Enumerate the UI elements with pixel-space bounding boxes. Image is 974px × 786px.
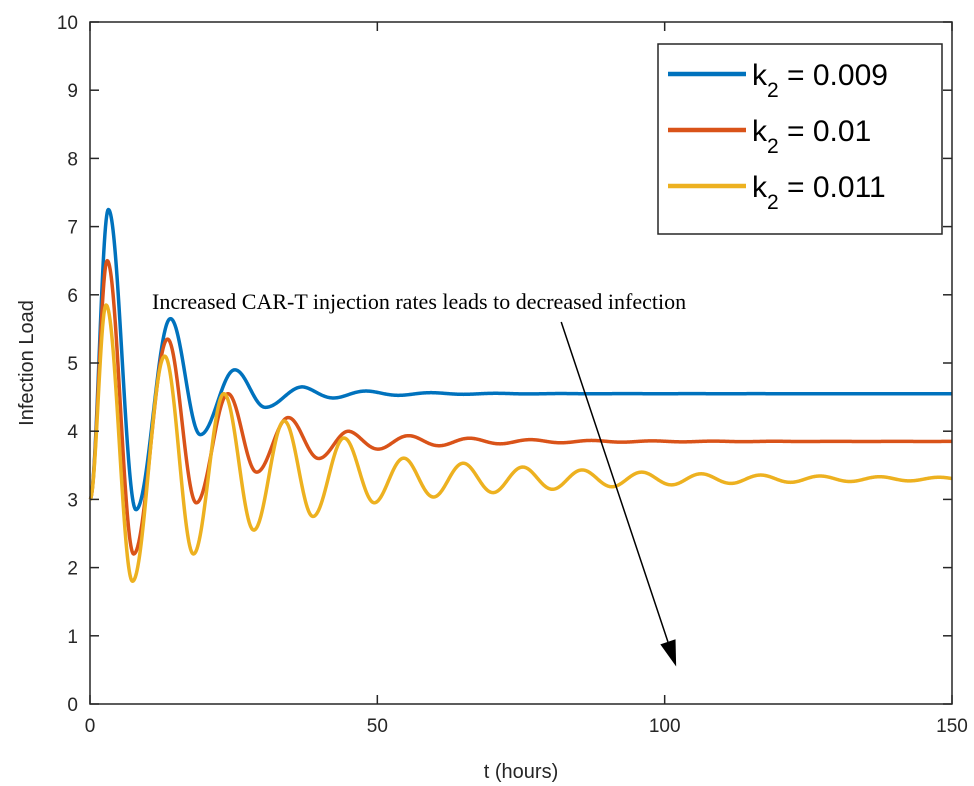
series-layer xyxy=(88,207,954,583)
y-tick-label: 0 xyxy=(67,695,78,716)
annotation-layer: Increased CAR-T injection rates leads to… xyxy=(152,289,686,667)
y-tick-label: 10 xyxy=(57,13,78,34)
legend-label-3: k2 = 0.011 xyxy=(752,171,886,214)
y-tick-label: 7 xyxy=(67,218,78,239)
annotation-arrow-shaft xyxy=(560,321,669,643)
x-tick-label: 100 xyxy=(649,716,681,737)
x-tick-label: 0 xyxy=(85,716,96,737)
x-tick-label: 150 xyxy=(936,716,968,737)
y-tick-label: 8 xyxy=(67,149,78,170)
x-tick-label: 50 xyxy=(367,716,388,737)
y-tick-label: 1 xyxy=(67,627,78,648)
y-tick-label: 4 xyxy=(67,422,78,443)
y-tick-label: 6 xyxy=(67,286,78,307)
legend-label-1: k2 = 0.009 xyxy=(752,59,888,102)
x-axis-label: t (hours) xyxy=(484,761,558,783)
annotation-arrow-head xyxy=(660,639,677,667)
series-line-1 xyxy=(88,207,954,512)
axes-layer: 0 50 100 150 0 1 2 3 4 5 6 7 8 9 10 xyxy=(57,13,968,737)
legend-label-2: k2 = 0.01 xyxy=(752,115,871,158)
series-line-3 xyxy=(88,303,954,583)
y-tick-label: 5 xyxy=(67,354,78,375)
legend: k2 = 0.009 k2 = 0.01 k2 = 0.011 xyxy=(657,43,943,235)
y-axis-label: Infection Load xyxy=(16,300,38,426)
series-line-2 xyxy=(88,258,954,556)
annotation-text: Increased CAR-T injection rates leads to… xyxy=(152,289,686,314)
y-tick-label: 3 xyxy=(67,490,78,511)
y-tick-label: 2 xyxy=(67,559,78,580)
y-tick-label: 9 xyxy=(67,81,78,102)
